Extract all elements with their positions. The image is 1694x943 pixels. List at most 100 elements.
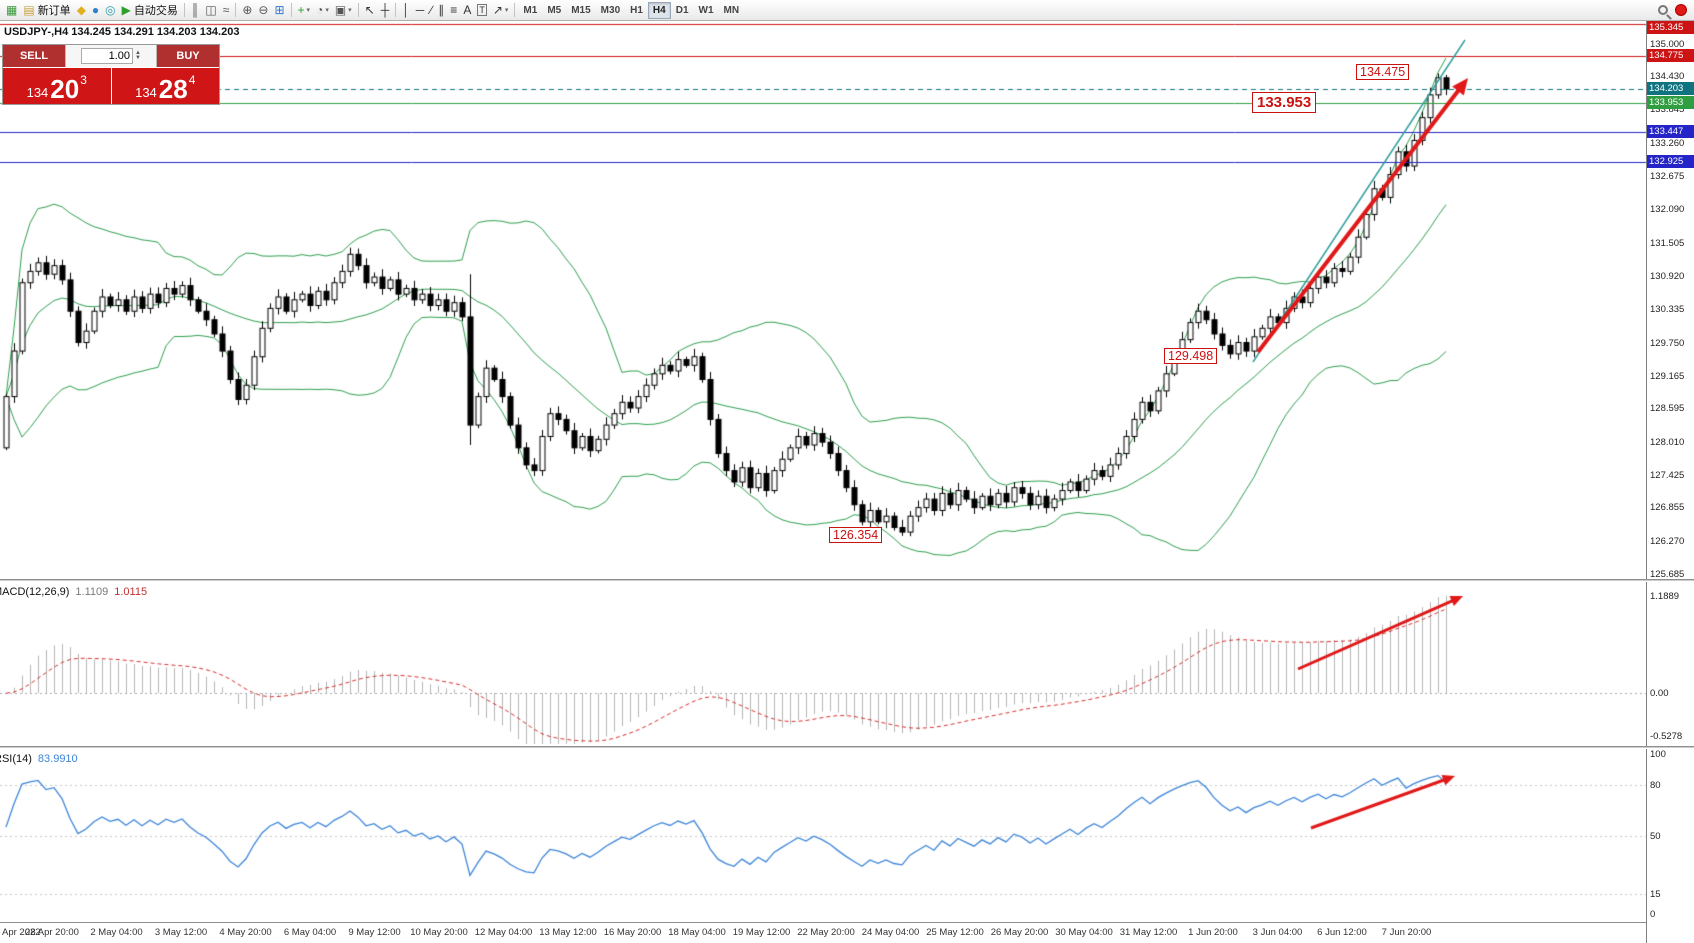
time-label: 24 May 04:00 (861, 927, 920, 938)
volume-field: ▲▼ (65, 45, 157, 67)
indicators-icon: + (297, 3, 305, 17)
price-line-label: 134.775 (1647, 49, 1694, 63)
indicators-button[interactable]: + ▾ (295, 2, 314, 19)
macd-name: MACD(12,26,9) (0, 586, 70, 598)
rsi-name: RSI(14) (0, 753, 32, 765)
tf-button-m5[interactable]: M5 (547, 4, 562, 16)
mql-community-button[interactable]: ◆ (74, 2, 89, 19)
time-label: 6 May 04:00 (283, 927, 337, 938)
price-annotation[interactable]: 134.475 (1356, 64, 1410, 80)
volume-up-icon[interactable]: ▲ (135, 50, 141, 56)
arrows-button[interactable]: ↗ ▾ (490, 2, 512, 19)
time-label: 3 Jun 04:00 (1252, 927, 1303, 938)
panel-splitter-macd[interactable] (0, 579, 1694, 582)
new-order-button[interactable]: ▤ 新订单 (20, 2, 73, 19)
volume-down-icon[interactable]: ▼ (135, 55, 141, 61)
record-icon[interactable] (1675, 4, 1687, 16)
price-line-label: 133.447 (1647, 125, 1694, 139)
time-label: 25 May 12:00 (926, 927, 984, 938)
price-annotation[interactable]: 129.498 (1164, 348, 1218, 364)
signals-button[interactable]: ◎ (102, 2, 118, 19)
sell-button[interactable]: SELL (3, 45, 65, 67)
new-chart-button[interactable]: ▦ (3, 2, 20, 19)
price-annotation[interactable]: 126.354 (829, 527, 883, 543)
buy-price-big: 28 (158, 74, 188, 104)
cursor-icon: ↖ (364, 3, 375, 17)
price-tick: 134.430 (1650, 71, 1685, 83)
textlabel-button[interactable]: T (474, 2, 490, 19)
time-label: 10 May 20:00 (410, 927, 468, 938)
toolbar-items: ▦ ▤ 新订单 ◆ ● ◎ ▶ 自动交易 ║ ◫ ≈ ⊕ ⊖ ⊞ + ▾ ◔ ▾ ▣ ▾ ↖ ┼ │ ─ ∕ ∥ ≡ A T ↗ ▾ (3, 0, 518, 20)
time-label: 1 Jun 20:00 (1188, 927, 1238, 938)
buy-price-button[interactable]: 134 28 4 (111, 68, 219, 104)
fibonacci-button[interactable]: ≡ (447, 2, 460, 19)
price-tick: 128.595 (1650, 403, 1685, 415)
tf-button-m15[interactable]: M15 (571, 4, 591, 16)
price-tick: 129.750 (1650, 337, 1685, 349)
price-line-label: 133.953 (1647, 96, 1694, 110)
dropdown-caret-icon: ▾ (306, 7, 311, 14)
sell-price-main: 134 (26, 85, 49, 100)
volume-input[interactable] (81, 48, 134, 64)
tf-button-h1[interactable]: H1 (630, 4, 643, 16)
rsi-axis-tick: 80 (1650, 780, 1661, 792)
dropdown-caret-icon: ▾ (504, 7, 509, 14)
timeframe-buttons: M1 M5 M15 M30 H1 H4 D1 W1 MN (518, 0, 744, 20)
buy-button[interactable]: BUY (157, 45, 219, 67)
dropdown-caret-icon: ▾ (325, 7, 329, 14)
toolbar-separator (514, 3, 516, 17)
panel-splitter-rsi[interactable] (0, 746, 1694, 749)
price-line-label: 132.925 (1647, 154, 1694, 168)
search-icon[interactable] (1658, 5, 1668, 15)
market-button[interactable]: ● (89, 2, 102, 19)
tf-button-m30[interactable]: M30 (600, 4, 621, 16)
time-label: 7 Jun 20:00 (1381, 927, 1432, 938)
bar-chart-button[interactable]: ║ (188, 2, 203, 19)
zoom-in-button[interactable]: ⊕ (239, 2, 255, 19)
sell-price-button[interactable]: 134 20 3 (3, 68, 112, 104)
time-label: 4 May 20:00 (219, 927, 272, 938)
text-button[interactable]: A (460, 2, 474, 19)
mql-community-icon: ◆ (76, 3, 86, 17)
crosshair-button[interactable]: ┼ (378, 2, 393, 19)
cursor-button[interactable]: ↖ (362, 2, 378, 19)
templates-icon: ▣ (334, 3, 347, 17)
candle-chart-button[interactable]: ◫ (202, 2, 219, 19)
trendline-icon: ∕ (430, 3, 433, 17)
market-icon: ● (91, 3, 100, 17)
rsi-axis-tick: 50 (1650, 830, 1661, 842)
sell-price-sup: 3 (80, 73, 87, 87)
tf-button-d1[interactable]: D1 (675, 4, 689, 16)
toolbar: ▦ ▤ 新订单 ◆ ● ◎ ▶ 自动交易 ║ ◫ ≈ ⊕ ⊖ ⊞ + ▾ ◔ ▾ ▣ ▾ ↖ ┼ │ ─ ∕ ∥ ≡ A T ↗ ▾ M1 M… (0, 0, 1694, 21)
zoom-in-icon: ⊕ (242, 3, 253, 17)
volume-stepper[interactable]: ▲ ▼ (135, 50, 141, 61)
bar-chart-icon: ║ (190, 3, 200, 17)
tile-windows-button[interactable]: ⊞ (271, 2, 287, 19)
line-chart-button[interactable]: ≈ (220, 2, 233, 19)
periods-button[interactable]: ◔ ▾ (313, 2, 332, 19)
macd-axis-tick: -0.5278 (1650, 731, 1683, 743)
price-tick: 133.260 (1650, 137, 1685, 149)
trendline-button[interactable]: ∕ (427, 2, 435, 19)
time-label: 6 Jun 12:00 (1317, 927, 1367, 938)
tf-button-w1[interactable]: W1 (698, 4, 714, 16)
macd-axis-tick: 0.00 (1650, 688, 1669, 700)
time-axis[interactable]: Apr 2022 28 Apr 20:00 2 May 04:00 3 May 12:… (0, 922, 1646, 943)
autotrade-button[interactable]: ▶ 自动交易 (119, 2, 181, 19)
macd-signal-value: 1.0115 (114, 586, 148, 598)
price-tick: 130.920 (1650, 270, 1685, 282)
tf-button-m1[interactable]: M1 (523, 4, 538, 16)
tf-button-h4[interactable]: H4 (647, 1, 671, 19)
price-annotation[interactable]: 133.953 (1252, 92, 1317, 113)
price-tick: 133.845 (1650, 104, 1685, 116)
price-tick: 126.270 (1650, 535, 1685, 547)
one-click-trading-panel: SELL ▲▼ BUY 134 20 3 134 28 4 (2, 44, 220, 105)
templates-button[interactable]: ▣ ▾ (332, 2, 355, 19)
price-axis[interactable]: 135.000 134.430 133.845 133.260 132.675 132.0… (1646, 21, 1694, 943)
zoom-out-button[interactable]: ⊖ (255, 2, 271, 19)
vline-button[interactable]: │ (399, 2, 413, 19)
tf-button-mn[interactable]: MN (723, 4, 740, 16)
hline-button[interactable]: ─ (413, 2, 428, 19)
channel-button[interactable]: ∥ (435, 2, 447, 19)
